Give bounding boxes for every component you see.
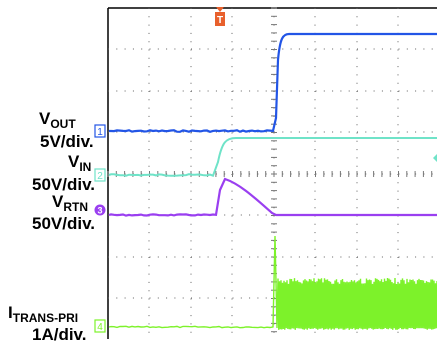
vin-level-marker (433, 154, 437, 162)
trace-vin (108, 137, 437, 177)
channel-marker-2: 2 (94, 168, 106, 182)
svg-text:2: 2 (97, 171, 103, 182)
scale-vrtn: 50V/div. (32, 214, 95, 233)
label-vrtn: VRTN (52, 192, 89, 214)
trace-itrans-pri (108, 235, 437, 330)
scale-vin: 50V/div. (32, 175, 95, 194)
traces (108, 32, 437, 330)
label-vin: VIN (68, 152, 92, 174)
trigger-marker: T (215, 7, 225, 26)
scale-vout: 5V/div. (40, 132, 94, 151)
trace-vout (109, 32, 437, 133)
svg-text:3: 3 (97, 206, 102, 216)
label-vout: VOUT (39, 109, 76, 131)
svg-text:T: T (217, 15, 223, 26)
label-itrans-pri: ITRANS-PRI (8, 303, 79, 325)
svg-text:4: 4 (97, 322, 103, 333)
svg-text:1: 1 (97, 127, 103, 138)
scale-itrans-pri: 1A/div. (32, 325, 87, 344)
channel-marker-4: 4 (94, 319, 106, 333)
trace-vrtn (108, 177, 437, 217)
channel-marker-3: 3 (94, 204, 106, 216)
channel-marker-1: 1 (94, 124, 106, 138)
